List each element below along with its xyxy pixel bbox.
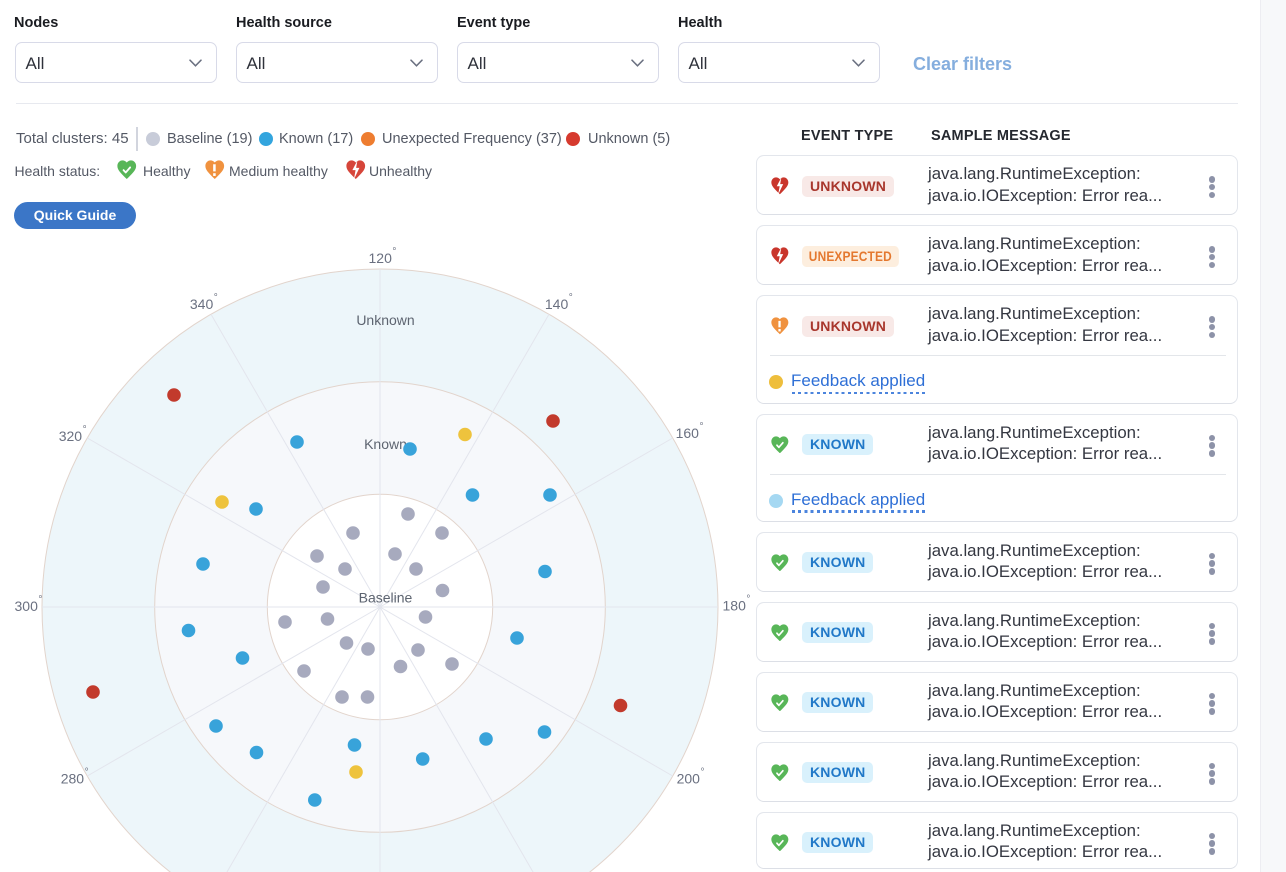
- svg-text:°: °: [700, 422, 704, 433]
- svg-text:300: 300: [15, 598, 39, 614]
- svg-text:200: 200: [677, 771, 701, 787]
- svg-text:180: 180: [723, 598, 747, 614]
- svg-text:Known: Known: [364, 436, 407, 452]
- svg-text:160: 160: [676, 425, 700, 441]
- svg-text:°: °: [392, 247, 396, 258]
- svg-text:320: 320: [59, 428, 83, 444]
- svg-text:Unknown: Unknown: [356, 312, 414, 328]
- svg-text:120: 120: [369, 250, 393, 266]
- svg-text:°: °: [569, 293, 573, 304]
- svg-text:°: °: [746, 594, 750, 605]
- svg-text:280: 280: [61, 771, 85, 787]
- svg-text:°: °: [85, 767, 89, 778]
- svg-text:140: 140: [545, 296, 569, 312]
- svg-text:°: °: [38, 595, 42, 606]
- svg-text:°: °: [83, 424, 87, 435]
- svg-text:°: °: [214, 293, 218, 304]
- svg-text:°: °: [701, 767, 705, 778]
- svg-text:340: 340: [190, 296, 214, 312]
- svg-text:Baseline: Baseline: [359, 590, 413, 606]
